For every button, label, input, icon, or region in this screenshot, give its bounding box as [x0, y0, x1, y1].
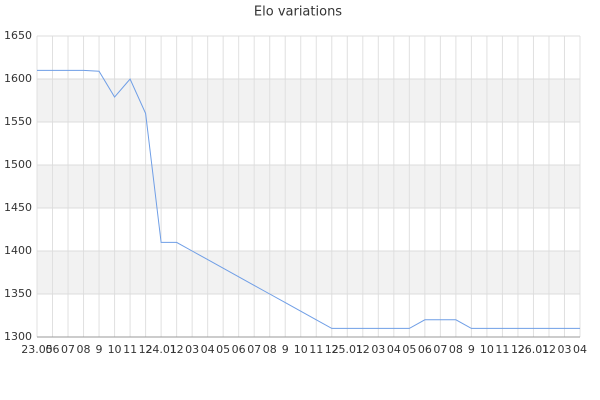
y-tick-label: 1300 — [4, 330, 32, 343]
x-tick-label: 10 — [294, 343, 308, 356]
x-tick-label: 9 — [282, 343, 289, 356]
x-tick-label: 05 — [402, 343, 416, 356]
x-tick-label: 07 — [433, 343, 447, 356]
x-tick-label: 08 — [263, 343, 277, 356]
y-tick-label: 1450 — [4, 201, 32, 214]
band — [37, 251, 580, 294]
x-tick-label: 12 — [542, 343, 556, 356]
x-tick-label: 08 — [77, 343, 91, 356]
x-tick-label: 9 — [96, 343, 103, 356]
x-tick-label: 11 — [309, 343, 323, 356]
x-tick-label: 03 — [185, 343, 199, 356]
x-tick-label: 12 — [356, 343, 370, 356]
x-tick-label: 12 — [325, 343, 339, 356]
x-tick-label: 11 — [123, 343, 137, 356]
x-tick-label: 07 — [247, 343, 261, 356]
x-tick-label: 24.01 — [145, 343, 177, 356]
x-tick-label: 12 — [170, 343, 184, 356]
x-tick-label: 03 — [371, 343, 385, 356]
y-tick-label: 1650 — [4, 29, 32, 42]
x-tick-label: 26.01 — [518, 343, 550, 356]
x-tick-label: 10 — [108, 343, 122, 356]
x-tick-label: 9 — [468, 343, 475, 356]
band — [37, 79, 580, 122]
series-line — [37, 69, 580, 329]
x-tick-label: 25.01 — [332, 343, 364, 356]
x-tick-label: 08 — [449, 343, 463, 356]
x-tick-label: 06 — [232, 343, 246, 356]
x-tick-label: 23.05 — [21, 343, 53, 356]
x-tick-label: 12 — [139, 343, 153, 356]
x-tick-label: 10 — [480, 343, 494, 356]
x-tick-label: 03 — [557, 343, 571, 356]
chart-title: Elo variations — [254, 5, 342, 20]
x-tick-label: 05 — [216, 343, 230, 356]
x-tick-label: 06 — [418, 343, 432, 356]
y-tick-label: 1350 — [4, 287, 32, 300]
x-tick-label: 04 — [387, 343, 401, 356]
x-tick-label: 12 — [511, 343, 525, 356]
x-tick-label: 07 — [61, 343, 75, 356]
y-tick-label: 1550 — [4, 115, 32, 128]
y-tick-label: 1600 — [4, 72, 32, 85]
x-tick-label: 04 — [573, 343, 587, 356]
band — [37, 165, 580, 208]
x-tick-label: 06 — [46, 343, 60, 356]
x-tick-label: 11 — [495, 343, 509, 356]
y-tick-label: 1500 — [4, 158, 32, 171]
y-tick-label: 1400 — [4, 244, 32, 257]
x-tick-label: 04 — [201, 343, 215, 356]
